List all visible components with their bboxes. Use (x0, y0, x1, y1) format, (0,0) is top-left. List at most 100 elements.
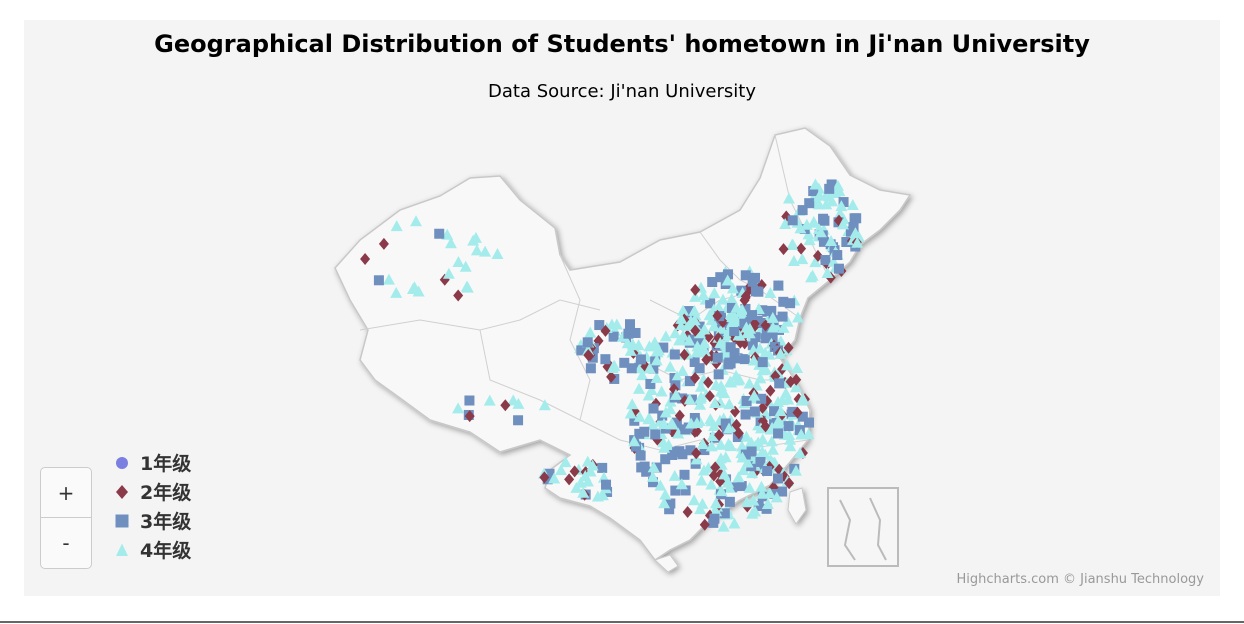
student-marker[interactable] (718, 387, 731, 399)
student-marker[interactable] (646, 418, 659, 430)
student-marker[interactable] (659, 330, 672, 342)
student-marker[interactable] (755, 480, 768, 492)
student-marker[interactable] (833, 185, 846, 197)
student-marker[interactable] (719, 508, 730, 519)
student-marker[interactable] (736, 451, 749, 463)
student-marker[interactable] (740, 270, 751, 281)
student-marker[interactable] (584, 326, 597, 338)
student-marker[interactable] (778, 296, 789, 307)
student-marker[interactable] (766, 443, 779, 455)
student-marker[interactable] (739, 354, 750, 365)
student-marker[interactable] (569, 465, 580, 478)
student-marker[interactable] (548, 472, 561, 484)
student-marker[interactable] (664, 504, 675, 515)
student-marker[interactable] (722, 476, 735, 488)
student-marker[interactable] (690, 453, 703, 465)
student-marker[interactable] (600, 354, 611, 365)
student-marker[interactable] (554, 464, 567, 476)
student-marker[interactable] (360, 252, 371, 265)
student-marker[interactable] (636, 369, 649, 381)
student-marker[interactable] (459, 260, 472, 272)
student-marker[interactable] (721, 274, 734, 286)
student-marker[interactable] (708, 469, 719, 482)
student-marker[interactable] (452, 256, 465, 268)
student-marker[interactable] (597, 462, 608, 473)
student-marker[interactable] (777, 486, 788, 497)
student-marker[interactable] (500, 399, 511, 412)
student-marker[interactable] (390, 286, 403, 298)
student-marker[interactable] (479, 245, 492, 257)
student-marker[interactable] (740, 409, 751, 420)
student-marker[interactable] (780, 359, 793, 371)
student-marker[interactable] (806, 269, 819, 281)
student-marker[interactable] (761, 325, 772, 336)
student-marker[interactable] (646, 470, 659, 482)
student-marker[interactable] (382, 273, 395, 285)
student-marker[interactable] (797, 205, 808, 216)
student-marker[interactable] (513, 415, 524, 426)
student-marker[interactable] (796, 242, 807, 255)
student-marker[interactable] (608, 359, 621, 371)
student-marker[interactable] (726, 282, 739, 294)
student-marker[interactable] (705, 314, 718, 326)
student-marker[interactable] (452, 402, 465, 414)
credits-link[interactable]: Highcharts.com © Jianshu Technology (956, 572, 1204, 587)
student-marker[interactable] (682, 505, 693, 518)
student-marker[interactable] (783, 421, 794, 432)
student-marker[interactable] (724, 496, 735, 507)
student-marker[interactable] (774, 378, 785, 389)
student-marker[interactable] (694, 363, 705, 374)
student-marker[interactable] (634, 428, 645, 439)
student-marker[interactable] (814, 226, 827, 238)
student-marker[interactable] (679, 348, 690, 361)
student-marker[interactable] (720, 418, 731, 429)
student-marker[interactable] (804, 198, 815, 209)
student-marker[interactable] (632, 339, 645, 351)
student-marker[interactable] (808, 186, 819, 197)
student-marker[interactable] (690, 283, 701, 296)
student-marker[interactable] (633, 382, 646, 394)
student-marker[interactable] (725, 376, 738, 388)
student-marker[interactable] (736, 481, 747, 492)
student-marker[interactable] (702, 461, 715, 473)
student-marker[interactable] (579, 469, 592, 481)
student-marker[interactable] (690, 324, 701, 337)
student-marker[interactable] (708, 420, 721, 432)
student-marker[interactable] (718, 468, 731, 480)
legend-item[interactable]: 4年级 (112, 535, 191, 564)
student-marker[interactable] (747, 354, 760, 366)
student-marker[interactable] (766, 311, 779, 323)
student-marker[interactable] (792, 406, 803, 419)
student-marker[interactable] (824, 183, 835, 194)
student-marker[interactable] (714, 337, 727, 349)
student-marker[interactable] (705, 440, 718, 452)
student-marker[interactable] (756, 393, 767, 404)
student-marker[interactable] (740, 290, 751, 303)
student-marker[interactable] (710, 461, 721, 474)
student-marker[interactable] (851, 236, 864, 248)
student-marker[interactable] (733, 427, 744, 440)
student-marker[interactable] (591, 490, 604, 502)
student-marker[interactable] (689, 356, 700, 367)
student-marker[interactable] (755, 456, 766, 467)
student-marker[interactable] (685, 417, 698, 429)
student-marker[interactable] (794, 425, 805, 436)
student-marker[interactable] (623, 328, 634, 339)
student-marker[interactable] (770, 491, 783, 503)
student-marker[interactable] (733, 373, 746, 385)
student-marker[interactable] (639, 426, 650, 437)
student-marker[interactable] (695, 474, 708, 486)
student-marker[interactable] (453, 289, 464, 302)
student-marker[interactable] (834, 207, 847, 219)
student-marker[interactable] (722, 438, 735, 450)
student-marker[interactable] (755, 463, 766, 474)
student-marker[interactable] (655, 385, 668, 397)
student-marker[interactable] (652, 344, 665, 356)
student-marker[interactable] (706, 429, 719, 441)
student-marker[interactable] (723, 398, 736, 410)
student-marker[interactable] (835, 200, 848, 212)
student-marker[interactable] (760, 333, 771, 344)
student-marker[interactable] (712, 309, 723, 322)
student-marker[interactable] (729, 348, 740, 359)
